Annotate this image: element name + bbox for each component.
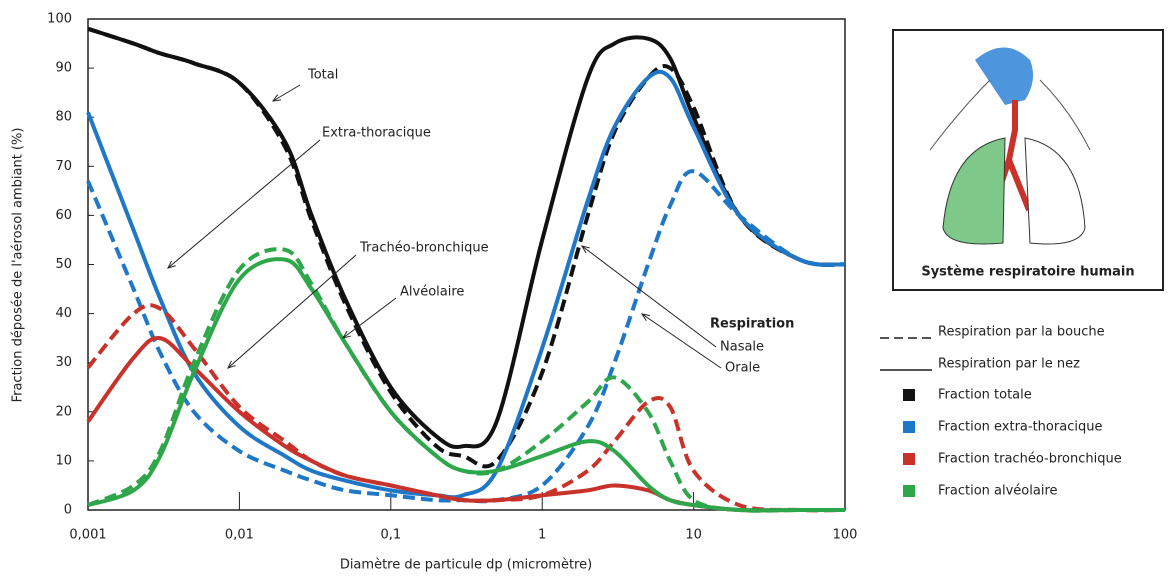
series-line — [86, 69, 846, 500]
arrow-head — [341, 330, 351, 339]
x-tick-label: 0,01 — [225, 528, 254, 543]
legend-label: Fraction alvéolaire — [938, 484, 1058, 499]
legend-label: Fraction trachéo-bronchique — [938, 452, 1122, 467]
y-tick-label: 100 — [47, 12, 72, 27]
legend-label: Respiration par le nez — [938, 357, 1080, 372]
annotation: Respiration — [710, 317, 794, 332]
y-tick-label: 80 — [55, 110, 72, 125]
y-tick-label: 60 — [55, 208, 72, 223]
legend-swatch — [903, 485, 915, 497]
x-tick-label: 10 — [685, 528, 702, 543]
illustration: Système respiratoire humain — [892, 29, 1164, 291]
annotation: Extra-thoracique — [322, 126, 431, 141]
y-tick-label: 10 — [55, 453, 72, 468]
arrow-head — [271, 94, 281, 102]
legend-swatch — [903, 389, 915, 401]
y-tick-label: 50 — [55, 257, 72, 272]
y-tick-label: 70 — [55, 159, 72, 174]
plot-frame — [87, 18, 846, 511]
arrow-head — [580, 245, 590, 254]
annotation: Nasale — [720, 340, 764, 355]
annotation: Total — [307, 68, 338, 83]
legend-swatch — [903, 453, 915, 465]
annotation: Trachéo-bronchique — [359, 241, 489, 256]
x-axis-label: Diamètre de particule dp (micromètre) — [340, 558, 592, 573]
y-tick-label: 90 — [55, 61, 72, 76]
arrow-head — [227, 360, 236, 369]
annotation-arrow — [272, 84, 301, 102]
series-line — [86, 303, 846, 513]
y-tick-label: 30 — [55, 355, 72, 370]
annotation: Alvéolaire — [400, 285, 464, 300]
legend-label: Fraction totale — [938, 388, 1032, 403]
series-line — [86, 169, 846, 504]
y-tick-label: 40 — [55, 306, 72, 321]
annotation-arrow — [167, 139, 321, 269]
series-line — [87, 26, 846, 469]
x-tick-label: 0,001 — [69, 528, 106, 543]
legend-label: Respiration par la bouche — [938, 325, 1105, 340]
image-caption: Système respiratoire humain — [921, 265, 1134, 280]
x-tick-label: 0,1 — [380, 528, 401, 543]
annotation-arrow — [342, 297, 397, 339]
y-axis-label: Fraction déposée de l'aérosol ambiant (%… — [11, 128, 26, 403]
series-line — [87, 257, 845, 513]
arrow-head — [640, 313, 650, 322]
y-tick-label: 20 — [55, 404, 72, 419]
annotation-arrow — [581, 245, 717, 348]
annotation: Orale — [725, 361, 760, 376]
series-line — [87, 247, 845, 513]
y-tick-label: 0 — [64, 503, 72, 518]
legend-swatch — [903, 421, 915, 433]
x-tick-label: 100 — [833, 528, 858, 543]
x-tick-label: 1 — [538, 528, 546, 543]
annotation-arrow — [641, 313, 722, 369]
annotation-arrow — [227, 254, 357, 369]
legend-label: Fraction extra-thoracique — [938, 420, 1102, 435]
arrow-head — [167, 260, 176, 269]
